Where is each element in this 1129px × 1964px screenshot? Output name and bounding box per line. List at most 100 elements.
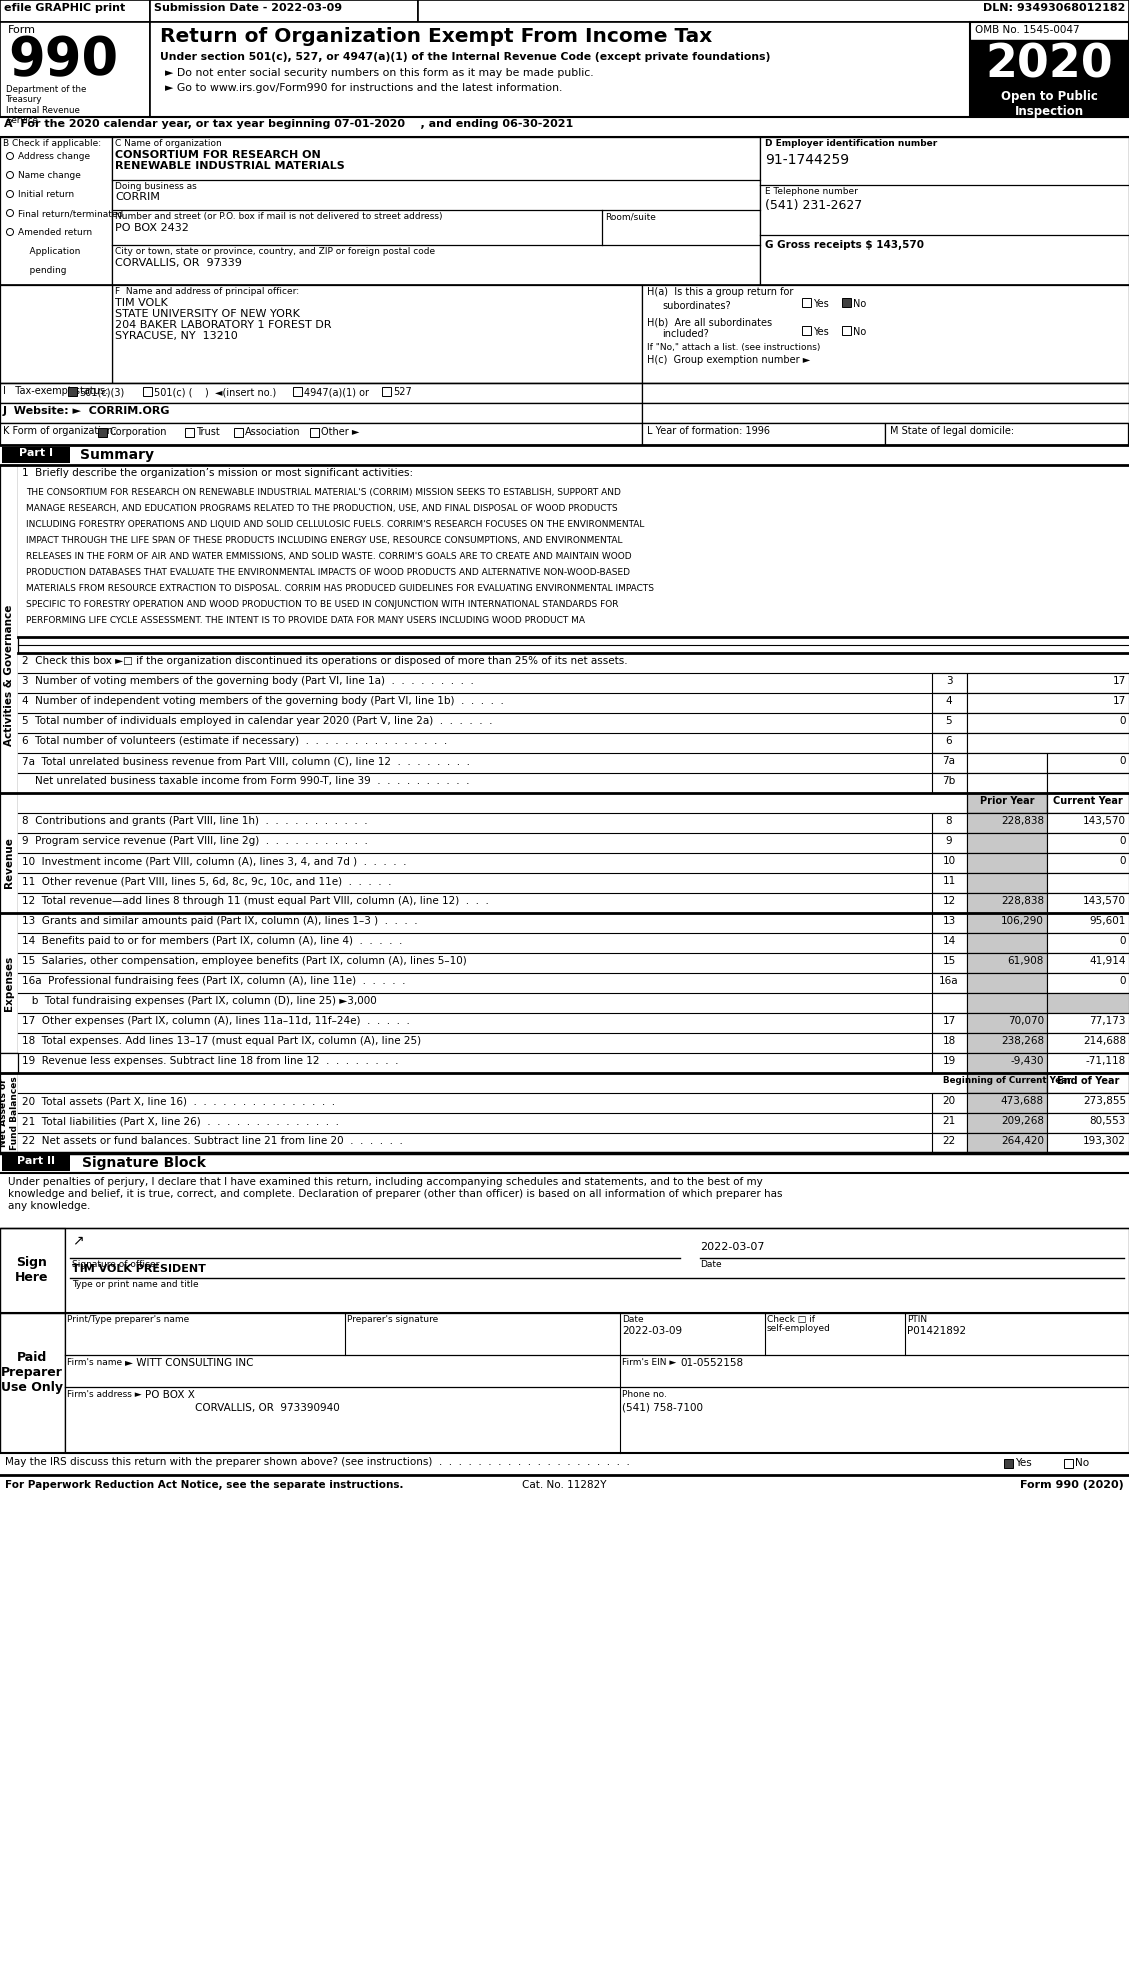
Bar [234, 428, 243, 438]
Bar [18, 1013, 933, 1033]
Bar [970, 22, 1129, 118]
Text: Yes: Yes [813, 299, 829, 308]
Text: Prior Year: Prior Year [980, 795, 1034, 805]
Bar [968, 1053, 1047, 1072]
Text: 11: 11 [943, 876, 955, 886]
Bar [18, 674, 933, 693]
Bar [1064, 1459, 1073, 1467]
Bar [968, 933, 1047, 953]
Bar [933, 693, 968, 713]
Bar [0, 0, 1129, 22]
Bar [18, 833, 933, 852]
Text: 19: 19 [943, 1057, 955, 1066]
Bar [112, 137, 760, 285]
Bar [18, 874, 933, 894]
Bar [18, 1133, 933, 1153]
Bar [968, 874, 1047, 894]
Bar [18, 953, 933, 972]
Text: Submission Date - 2022-03-09: Submission Date - 2022-03-09 [154, 4, 342, 14]
Text: Print/Type preparer's name: Print/Type preparer's name [67, 1316, 190, 1324]
Bar [18, 813, 933, 833]
Bar [885, 422, 1128, 446]
Bar [18, 713, 933, 733]
Bar [0, 1475, 1129, 1500]
Bar [0, 446, 1129, 465]
Text: (541) 231-2627: (541) 231-2627 [765, 198, 863, 212]
Text: 0: 0 [1120, 976, 1126, 986]
Bar [0, 1072, 18, 1153]
Text: Part I: Part I [19, 448, 53, 458]
Text: OMB No. 1545-0047: OMB No. 1545-0047 [975, 26, 1079, 35]
Text: 17: 17 [943, 1015, 955, 1025]
Bar [1047, 933, 1129, 953]
Text: STATE UNIVERSITY OF NEW YORK: STATE UNIVERSITY OF NEW YORK [115, 308, 300, 318]
Text: No: No [854, 299, 866, 308]
Bar [933, 1094, 968, 1114]
Bar [0, 1053, 18, 1072]
Text: Net Assets or
Fund Balances: Net Assets or Fund Balances [0, 1076, 19, 1149]
Bar [18, 752, 933, 774]
Bar [933, 913, 968, 933]
Bar [933, 1072, 968, 1094]
Text: ► Do not enter social security numbers on this form as it may be made public.: ► Do not enter social security numbers o… [165, 69, 594, 79]
Text: Yes: Yes [1015, 1457, 1032, 1467]
Text: City or town, state or province, country, and ZIP or foreign postal code: City or town, state or province, country… [115, 247, 435, 255]
Bar [642, 403, 1129, 422]
Text: 4: 4 [946, 695, 953, 705]
Text: P01421892: P01421892 [907, 1326, 966, 1336]
Bar [18, 1094, 933, 1114]
Bar [1047, 894, 1129, 913]
Text: Return of Organization Exempt From Income Tax: Return of Organization Exempt From Incom… [160, 27, 712, 45]
Text: MANAGE RESEARCH, AND EDUCATION PROGRAMS RELATED TO THE PRODUCTION, USE, AND FINA: MANAGE RESEARCH, AND EDUCATION PROGRAMS … [26, 505, 618, 513]
Bar [760, 137, 1129, 285]
Text: 10: 10 [943, 856, 955, 866]
Bar [18, 465, 1129, 485]
Bar [1047, 833, 1129, 852]
Bar [968, 852, 1047, 874]
Text: 2020: 2020 [986, 41, 1113, 86]
Bar [1047, 1033, 1129, 1053]
Text: 20: 20 [943, 1096, 955, 1106]
Text: Address change: Address change [18, 151, 90, 161]
Bar [68, 387, 77, 397]
Bar [933, 972, 968, 994]
Text: 501(c)(3): 501(c)(3) [79, 387, 124, 397]
Text: 15  Salaries, other compensation, employee benefits (Part IX, column (A), lines : 15 Salaries, other compensation, employe… [21, 956, 466, 966]
Text: 41,914: 41,914 [1089, 956, 1126, 966]
Text: 91-1744259: 91-1744259 [765, 153, 849, 167]
Bar [18, 1114, 933, 1133]
Text: Phone no.: Phone no. [622, 1391, 667, 1398]
Text: Firm's name: Firm's name [67, 1357, 122, 1367]
Text: Expenses: Expenses [5, 955, 14, 1011]
Bar [294, 387, 301, 397]
Text: Trust: Trust [196, 426, 220, 438]
Text: 6: 6 [946, 736, 953, 746]
Text: 3  Number of voting members of the governing body (Part VI, line 1a)  .  .  .  .: 3 Number of voting members of the govern… [21, 676, 474, 685]
Bar [968, 693, 1129, 713]
Text: H(a)  Is this a group return for: H(a) Is this a group return for [647, 287, 794, 297]
Text: Name change: Name change [18, 171, 81, 181]
Bar [0, 118, 1129, 137]
Text: Date: Date [622, 1316, 644, 1324]
Circle shape [7, 210, 14, 216]
Bar [18, 852, 933, 874]
Text: 13  Grants and similar amounts paid (Part IX, column (A), lines 1–3 )  .  .  .  : 13 Grants and similar amounts paid (Part… [21, 915, 418, 925]
Bar [2, 448, 70, 464]
Bar [933, 674, 968, 693]
Text: 01-0552158: 01-0552158 [680, 1357, 743, 1369]
Bar [1047, 852, 1129, 874]
Bar [1047, 953, 1129, 972]
Text: 4947(a)(1) or: 4947(a)(1) or [304, 387, 369, 397]
Bar [933, 1133, 968, 1153]
Text: efile GRAPHIC print: efile GRAPHIC print [5, 4, 125, 14]
Text: Under section 501(c), 527, or 4947(a)(1) of the Internal Revenue Code (except pr: Under section 501(c), 527, or 4947(a)(1)… [160, 51, 770, 63]
Text: 12: 12 [943, 896, 955, 905]
Bar [933, 933, 968, 953]
Text: K Form of organization:: K Form of organization: [3, 426, 116, 436]
Text: SYRACUSE, NY  13210: SYRACUSE, NY 13210 [115, 332, 238, 342]
Text: Initial return: Initial return [18, 191, 75, 198]
Text: A  For the 2020 calendar year, or tax year beginning 07-01-2020    , and ending : A For the 2020 calendar year, or tax yea… [5, 120, 574, 130]
Text: ◄(insert no.): ◄(insert no.) [215, 387, 277, 397]
Bar [1047, 813, 1129, 833]
Text: 14: 14 [943, 937, 955, 947]
